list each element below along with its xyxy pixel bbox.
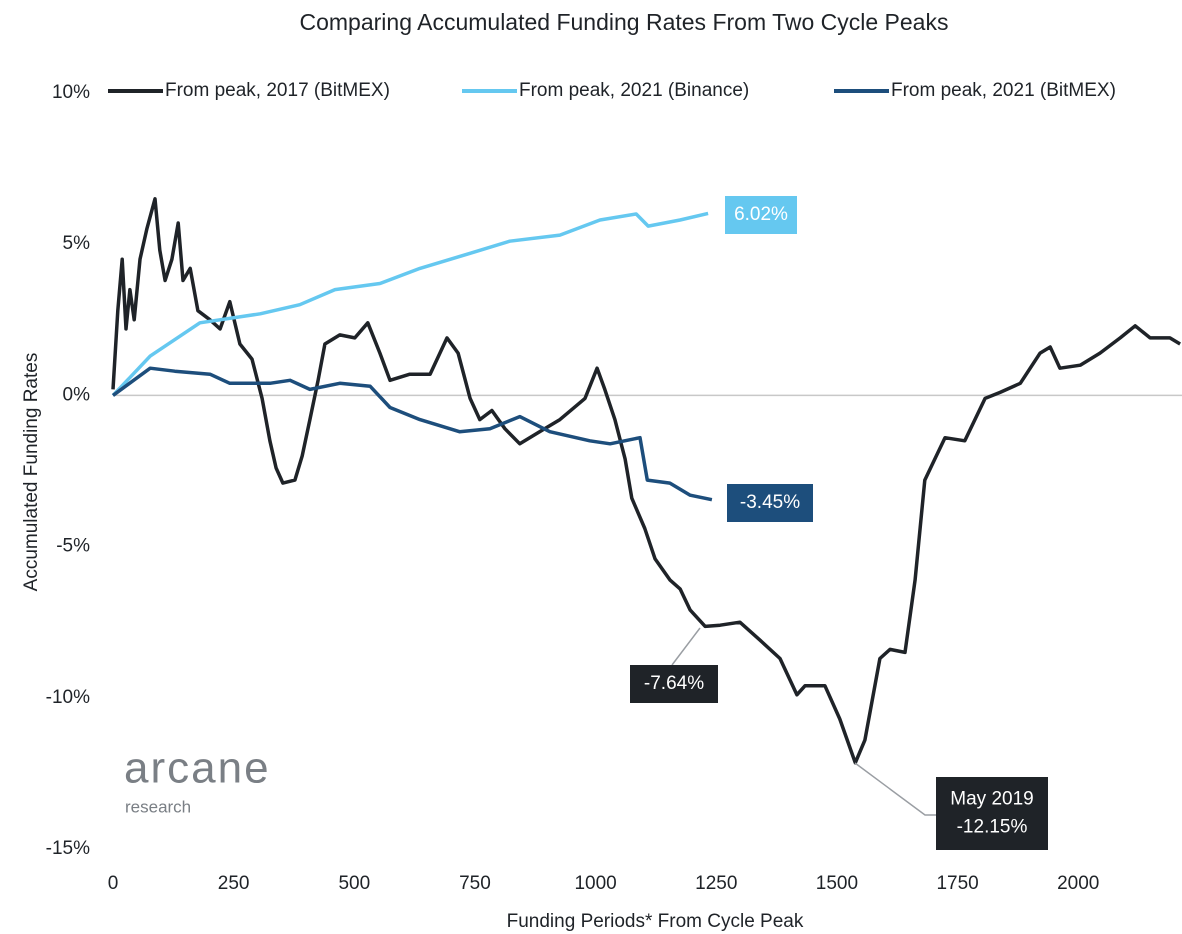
x-tick-label: 500 xyxy=(338,873,370,894)
annotation-connector xyxy=(671,627,701,666)
y-tick-label: 5% xyxy=(63,233,91,254)
x-tick-label: 1500 xyxy=(816,873,858,894)
legend-label: From peak, 2021 (BitMEX) xyxy=(891,80,1116,101)
series-line xyxy=(111,211,709,397)
x-tick-label: 250 xyxy=(218,873,250,894)
annotation-box xyxy=(725,196,797,234)
chart-title: Comparing Accumulated Funding Rates From… xyxy=(300,9,949,35)
x-tick-label: 1750 xyxy=(936,873,978,894)
legend-label: From peak, 2021 (Binance) xyxy=(519,80,749,101)
x-axis-title: Funding Periods* From Cycle Peak xyxy=(507,911,804,932)
series-line xyxy=(111,197,1181,765)
annotation-box xyxy=(630,665,718,703)
y-tick-label: -10% xyxy=(46,687,90,708)
annotation-text: -7.64% xyxy=(644,673,704,694)
y-tick-label: -5% xyxy=(56,536,90,557)
y-axis-title: Accumulated Funding Rates xyxy=(21,353,42,592)
annotation-text: May 2019 xyxy=(950,789,1033,810)
y-tick-label: 10% xyxy=(52,82,90,103)
annotation-box xyxy=(727,484,813,522)
x-tick-label: 750 xyxy=(459,873,491,894)
legend-label: From peak, 2017 (BitMEX) xyxy=(165,80,390,101)
x-tick-label: 0 xyxy=(108,873,119,894)
annotation-text: -12.15% xyxy=(957,817,1028,838)
y-tick-label: -15% xyxy=(46,838,90,859)
x-tick-label: 1000 xyxy=(574,873,616,894)
logo-sub: research xyxy=(125,797,191,816)
annotation-text: 6.02% xyxy=(734,204,788,225)
annotation-box xyxy=(936,777,1048,850)
annotation-connector xyxy=(854,762,936,816)
series-line xyxy=(111,366,713,502)
x-tick-label: 2000 xyxy=(1057,873,1099,894)
logo: arcane xyxy=(124,744,271,793)
annotation-text: -3.45% xyxy=(740,492,800,513)
x-tick-label: 1250 xyxy=(695,873,737,894)
y-tick-label: 0% xyxy=(63,384,91,405)
